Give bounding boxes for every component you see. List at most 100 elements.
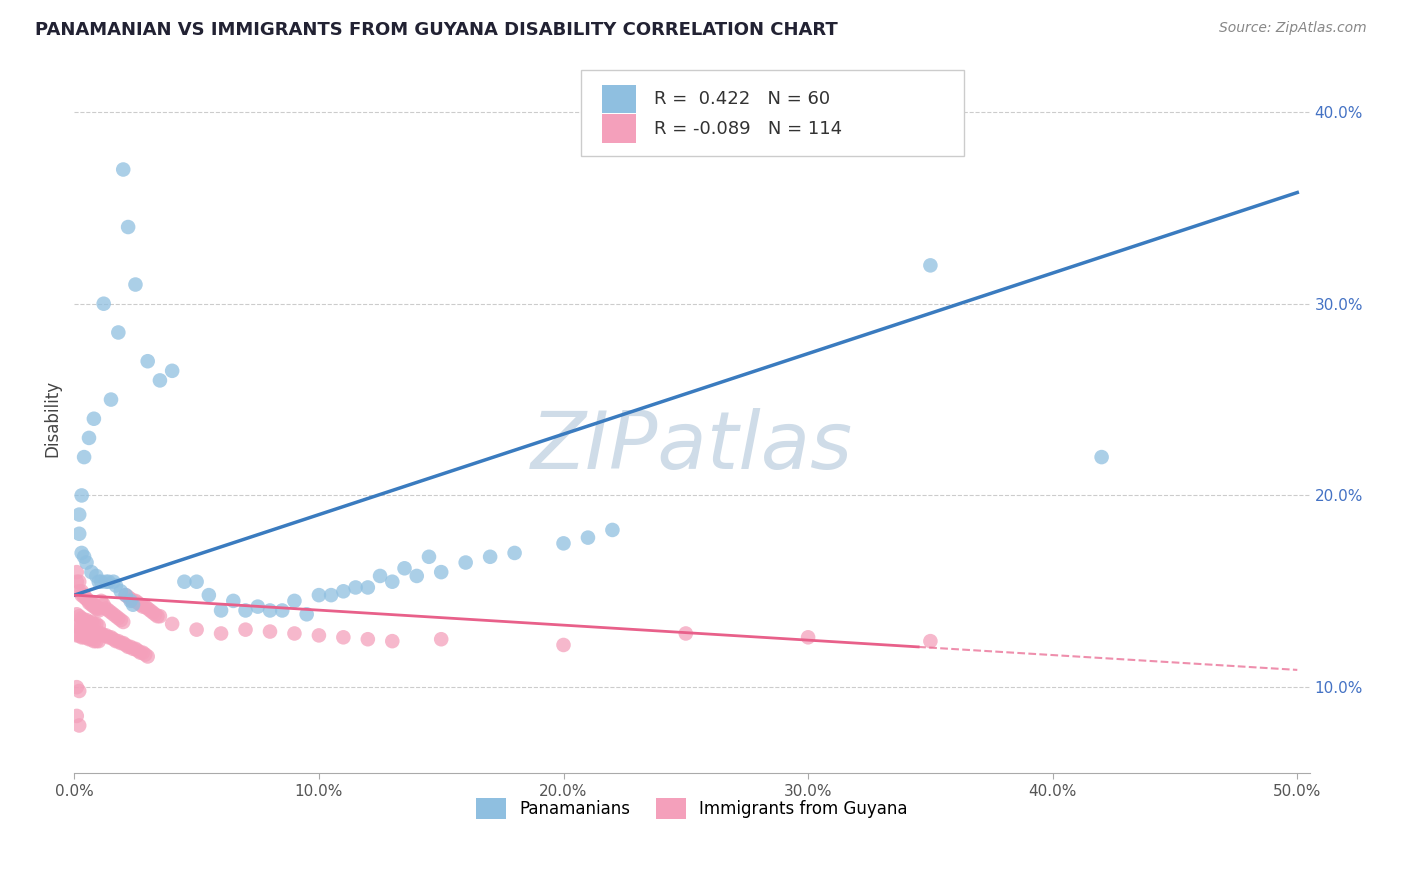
Point <box>93 598 115 612</box>
Point <box>70 584 93 599</box>
Point <box>97 630 120 644</box>
Point <box>100 606 122 620</box>
Point <box>83 598 105 612</box>
Point <box>66 680 89 694</box>
Point <box>73 630 96 644</box>
Point <box>344 581 367 595</box>
Point <box>132 646 155 660</box>
Point <box>1091 450 1114 464</box>
Point <box>117 590 139 604</box>
Point <box>117 220 139 235</box>
Point <box>160 616 183 631</box>
Point <box>86 634 108 648</box>
Point <box>67 508 90 522</box>
Point <box>576 531 599 545</box>
Text: Source: ZipAtlas.com: Source: ZipAtlas.com <box>1219 21 1367 35</box>
Point <box>70 588 93 602</box>
Point <box>67 526 90 541</box>
Point <box>357 581 380 595</box>
Point <box>110 613 132 627</box>
Point <box>97 603 120 617</box>
Point <box>77 615 100 629</box>
Text: R = -0.089   N = 114: R = -0.089 N = 114 <box>654 120 842 137</box>
Point <box>76 556 98 570</box>
Point <box>124 277 146 292</box>
Point <box>122 641 145 656</box>
Point <box>77 596 100 610</box>
Point <box>602 523 624 537</box>
Point <box>86 601 108 615</box>
Text: R =  0.422   N = 60: R = 0.422 N = 60 <box>654 90 830 108</box>
Point <box>222 594 245 608</box>
Point <box>797 630 820 644</box>
Point <box>107 634 129 648</box>
Point <box>198 588 221 602</box>
Point <box>94 601 117 615</box>
Point <box>209 626 232 640</box>
Point <box>110 636 132 650</box>
Point <box>405 569 427 583</box>
Point <box>77 623 100 637</box>
Point <box>77 431 100 445</box>
Point <box>66 607 89 622</box>
Point <box>117 640 139 654</box>
Point <box>146 609 169 624</box>
Point <box>107 326 129 340</box>
Point <box>129 598 152 612</box>
Point <box>120 640 142 654</box>
Point <box>76 591 98 606</box>
Point <box>160 364 183 378</box>
Point <box>70 546 93 560</box>
Point <box>104 634 127 648</box>
Point <box>86 626 108 640</box>
Point <box>110 584 132 599</box>
Point <box>67 684 90 698</box>
Point <box>73 613 96 627</box>
Point <box>76 613 98 627</box>
Point <box>430 565 453 579</box>
Point <box>112 615 135 629</box>
Point <box>80 596 103 610</box>
Point <box>124 641 146 656</box>
Point <box>86 616 108 631</box>
Text: ZIPatlas: ZIPatlas <box>531 409 853 486</box>
Point <box>83 616 105 631</box>
Point <box>87 626 110 640</box>
Point <box>67 621 90 635</box>
Point <box>132 599 155 614</box>
Point <box>308 588 330 602</box>
Y-axis label: Disability: Disability <box>44 380 60 458</box>
Point <box>70 630 93 644</box>
Point <box>553 536 575 550</box>
Point <box>454 556 477 570</box>
Point <box>87 574 110 589</box>
Point <box>357 632 380 647</box>
Point <box>332 630 354 644</box>
Point <box>553 638 575 652</box>
Point <box>920 258 942 272</box>
FancyBboxPatch shape <box>602 85 637 113</box>
Point <box>80 565 103 579</box>
Point <box>73 590 96 604</box>
Point <box>418 549 440 564</box>
Point <box>66 574 89 589</box>
Point <box>73 549 96 564</box>
Point <box>134 599 156 614</box>
Point <box>127 644 149 658</box>
Point <box>259 603 281 617</box>
Point <box>308 628 330 642</box>
Point <box>143 607 166 622</box>
Point <box>93 628 115 642</box>
Point <box>139 603 162 617</box>
Point <box>73 450 96 464</box>
Point <box>136 649 159 664</box>
Point <box>76 591 98 606</box>
Point <box>114 588 136 602</box>
Point <box>503 546 526 560</box>
Point <box>77 594 100 608</box>
Point <box>67 628 90 642</box>
Point <box>104 578 127 592</box>
Point <box>246 599 269 614</box>
Point <box>112 636 135 650</box>
Point <box>920 634 942 648</box>
